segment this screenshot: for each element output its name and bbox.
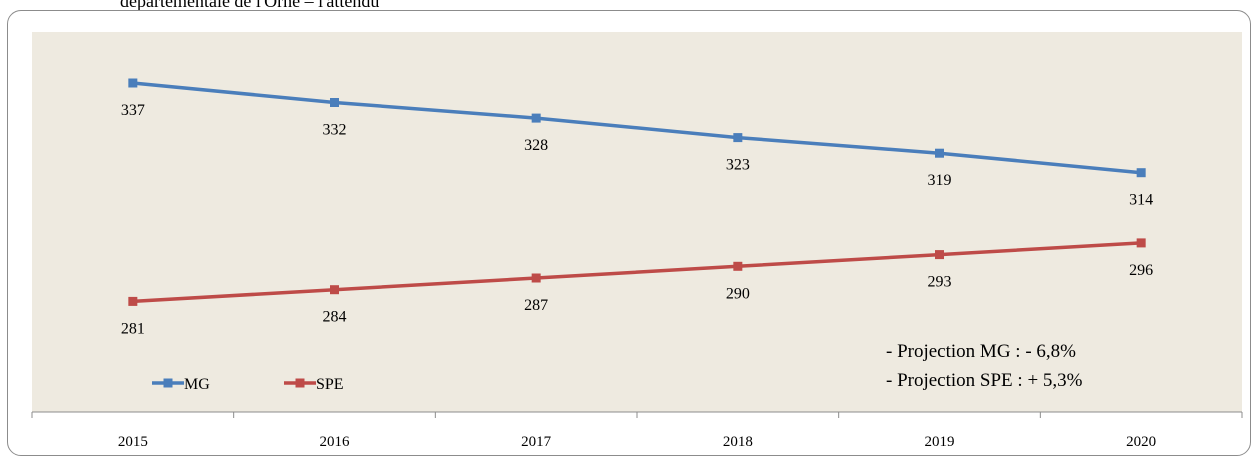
legend-label-spe: SPE bbox=[316, 376, 344, 393]
data-point-spe bbox=[128, 296, 138, 306]
legend-marker-mg bbox=[163, 378, 173, 388]
x-tick-label: 2015 bbox=[118, 434, 148, 450]
legend: MG SPE bbox=[152, 376, 344, 393]
data-label-mg: 323 bbox=[726, 157, 750, 174]
series-line-mg bbox=[132, 81, 1142, 175]
legend-label-mg: MG bbox=[184, 376, 210, 393]
data-label-mg: 337 bbox=[121, 102, 145, 119]
data-point-spe bbox=[330, 285, 339, 295]
data-point-mg bbox=[128, 78, 138, 88]
data-point-spe bbox=[733, 261, 743, 271]
x-tick-label: 2019 bbox=[925, 434, 955, 450]
data-label-mg: 332 bbox=[323, 122, 347, 139]
series-layer: 337 332 328 323 319 314 281 284 287 290 293 296 bbox=[121, 78, 1153, 337]
data-label-spe: 293 bbox=[928, 274, 952, 291]
data-point-mg bbox=[531, 113, 541, 123]
x-tick-label: 2020 bbox=[1126, 434, 1156, 450]
data-point-mg bbox=[1136, 168, 1146, 178]
data-point-spe bbox=[1136, 238, 1146, 248]
data-label-spe: 290 bbox=[726, 285, 750, 302]
data-label-spe: 296 bbox=[1129, 262, 1153, 279]
data-label-mg: 319 bbox=[928, 172, 952, 189]
data-label-mg: 328 bbox=[524, 137, 548, 154]
data-label-spe: 281 bbox=[121, 320, 145, 337]
x-tick-label: 2016 bbox=[320, 434, 351, 450]
data-label-mg: 314 bbox=[1129, 192, 1153, 209]
data-point-mg bbox=[330, 98, 339, 107]
data-point-mg bbox=[733, 133, 743, 143]
data-point-spe bbox=[935, 250, 944, 260]
x-tick-label: 2017 bbox=[521, 434, 552, 450]
data-point-mg bbox=[935, 148, 944, 158]
series-line-spe bbox=[132, 241, 1142, 304]
data-label-spe: 287 bbox=[524, 297, 548, 314]
annotation-mg: - Projection MG : - 6,8% bbox=[886, 341, 1076, 362]
header-text: départementale de l'Orne – l'attendu bbox=[120, 0, 380, 11]
plot-area bbox=[32, 32, 1242, 412]
x-axis-ticks: 2015 2016 2017 2018 2019 2020 bbox=[31, 412, 1243, 450]
x-tick-label: 2018 bbox=[723, 434, 753, 450]
annotation-spe: - Projection SPE : + 5,3% bbox=[886, 370, 1083, 391]
data-label-spe: 284 bbox=[323, 309, 347, 326]
legend-marker-spe bbox=[295, 378, 305, 388]
data-point-spe bbox=[531, 273, 541, 283]
